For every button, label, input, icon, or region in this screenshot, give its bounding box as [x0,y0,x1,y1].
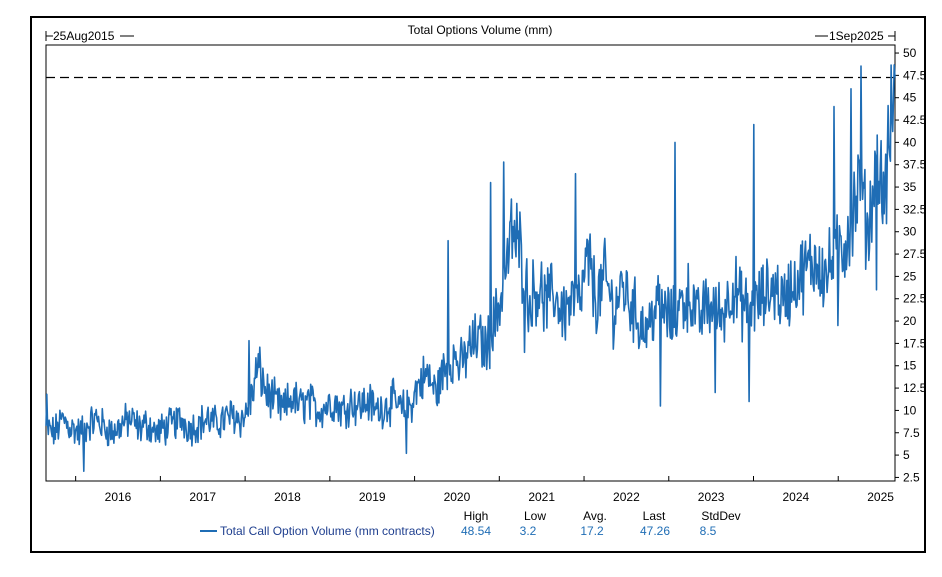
y-tick-label: 47.5 [903,68,927,82]
stat-value-high: 48.54 [461,524,491,538]
y-tick-label: 7.5 [903,426,920,440]
y-axis: 50 47.5 45 42.5 40 37.5 35 32.5 30 27.5 25 22.5 20 17… [895,46,927,484]
plot-area [45,44,896,482]
x-tick-label: 2025 [867,490,894,504]
x-tick-label: 2016 [105,490,132,504]
x-tick-label: 2024 [783,490,810,504]
y-tick-label: 40 [903,135,917,149]
y-tick-label: 5 [903,448,910,462]
y-tick-label: 12.5 [903,381,927,395]
x-tick-label: 2017 [189,490,216,504]
y-tick-label: 30 [903,225,917,239]
y-tick-label: 37.5 [903,158,927,172]
y-tick-label: 35 [903,180,917,194]
stat-value-avg: 17.2 [580,524,604,538]
y-tick-label: 20 [903,314,917,328]
stat-header-avg: Avg. [583,509,607,523]
y-tick-label: 50 [903,46,917,60]
stat-header-last: Last [643,509,666,523]
chart-title: Total Options Volume (mm) [408,23,553,37]
y-tick-label: 32.5 [903,202,927,216]
end-date-label: 1Sep2025 [829,29,884,43]
stats-table: High Low Avg. Last StdDev 48.54 3.2 17.2… [461,509,741,538]
x-tick-label: 2018 [274,490,301,504]
x-tick-label: 2021 [528,490,555,504]
y-tick-label: 10 [903,403,917,417]
x-axis: 2016 2017 2018 2019 2020 2021 2022 2023 2024 2025 [75,476,894,504]
legend-label: Total Call Option Volume (mm contracts) [220,524,435,538]
y-tick-label: 17.5 [903,336,927,350]
x-tick-label: 2020 [444,490,471,504]
y-tick-label: 42.5 [903,113,927,127]
y-tick-label: 15 [903,359,917,373]
y-tick-label: 2.5 [903,470,920,484]
y-tick-label: 25 [903,269,917,283]
stat-value-stddev: 8.5 [700,524,717,538]
x-tick-label: 2022 [613,490,640,504]
stat-value-last: 47.26 [640,524,670,538]
x-tick-label: 2023 [698,490,725,504]
x-tick-label: 2019 [359,490,386,504]
start-date-label: 25Aug2015 [53,29,115,43]
series-line-total-call-option-volume [45,64,896,472]
stat-header-low: Low [524,509,546,523]
y-tick-label: 45 [903,91,917,105]
y-tick-label: 22.5 [903,292,927,306]
stat-header-high: High [464,509,489,523]
stat-value-low: 3.2 [520,524,537,538]
y-tick-label: 27.5 [903,247,927,261]
stat-header-stddev: StdDev [701,509,740,523]
